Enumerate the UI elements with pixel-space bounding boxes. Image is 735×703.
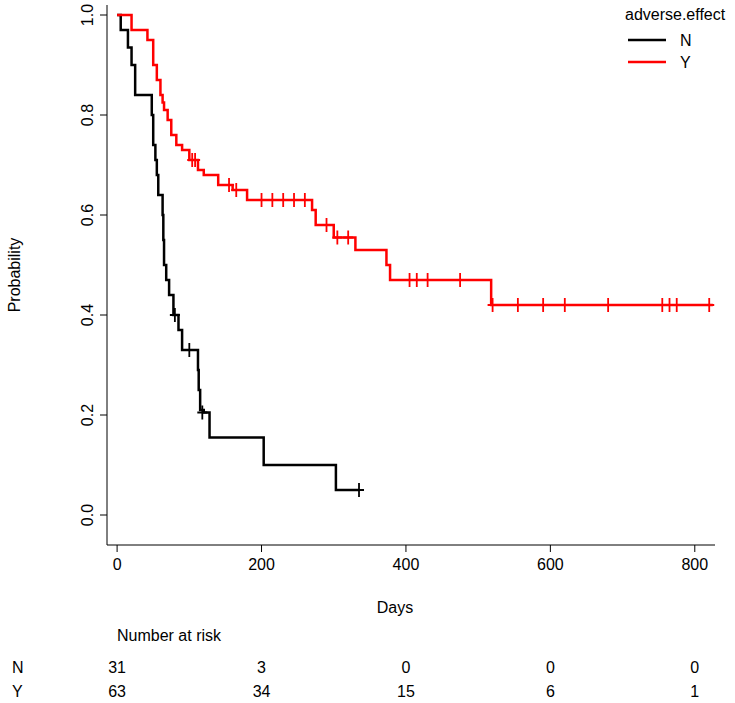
risk-table-title: Number at risk <box>117 627 222 644</box>
y-tick <box>100 415 107 416</box>
y-tick <box>100 215 107 216</box>
risk-count: 63 <box>108 683 126 700</box>
x-axis-label: Days <box>377 599 413 616</box>
censor-mark <box>322 218 332 232</box>
censor-mark <box>412 273 422 287</box>
censor-mark <box>197 406 207 420</box>
plot-area <box>117 15 714 497</box>
censor-mark <box>488 298 498 312</box>
y-axis-label: Probability <box>6 238 23 313</box>
x-axis <box>107 545 715 546</box>
y-tick <box>100 15 107 16</box>
legend-title: adverse.effect <box>625 6 726 23</box>
y-tick-label: 0.6 <box>79 204 96 226</box>
x-tick-label: 0 <box>113 556 122 573</box>
y-tick-label: 0.8 <box>79 104 96 126</box>
x-tick-label: 600 <box>537 556 564 573</box>
censor-mark <box>332 231 342 245</box>
risk-count: 6 <box>546 683 555 700</box>
background <box>0 0 735 703</box>
survival-curve <box>117 15 359 490</box>
risk-count: 0 <box>690 659 699 676</box>
risk-count: 34 <box>253 683 271 700</box>
censor-mark <box>455 273 465 287</box>
legend-label: N <box>680 32 692 49</box>
y-tick <box>100 315 107 316</box>
risk-row-label: Y <box>12 683 23 700</box>
legend-swatch <box>628 39 666 42</box>
risk-count: 3 <box>257 659 266 676</box>
y-tick-label: 0.2 <box>79 404 96 426</box>
censor-mark <box>190 153 200 167</box>
chart: 02004006008000.00.20.40.60.81.0DaysProba… <box>0 0 735 703</box>
x-tick <box>550 545 551 552</box>
y-tick-label: 0.4 <box>79 304 96 326</box>
y-axis <box>107 5 108 545</box>
survival-curve <box>117 15 713 305</box>
censor-mark <box>300 193 310 207</box>
censor-mark <box>354 483 364 497</box>
risk-count: 0 <box>401 659 410 676</box>
risk-count: 1 <box>690 683 699 700</box>
censor-mark <box>184 343 194 357</box>
x-tick <box>261 545 262 552</box>
censor-mark <box>343 231 353 245</box>
risk-count: 0 <box>546 659 555 676</box>
risk-count: 15 <box>397 683 415 700</box>
censor-mark <box>289 193 299 207</box>
censor-mark <box>672 298 682 312</box>
x-tick <box>405 545 406 552</box>
y-tick <box>100 515 107 516</box>
censor-mark <box>170 308 180 322</box>
censor-mark <box>231 183 241 197</box>
censor-mark <box>603 298 613 312</box>
censor-mark <box>423 273 433 287</box>
legend-swatch <box>628 61 666 64</box>
x-tick <box>117 545 118 552</box>
censor-mark <box>560 298 570 312</box>
x-tick-label: 200 <box>248 556 275 573</box>
y-tick-label: 0.0 <box>79 504 96 526</box>
censor-mark <box>538 298 548 312</box>
x-tick-label: 800 <box>681 556 708 573</box>
x-tick-label: 400 <box>393 556 420 573</box>
risk-row-label: N <box>12 659 24 676</box>
legend-label: Y <box>680 54 691 71</box>
risk-count: 31 <box>108 659 126 676</box>
censor-mark <box>704 298 714 312</box>
censor-mark <box>257 193 267 207</box>
x-tick <box>694 545 695 552</box>
censor-mark <box>513 298 523 312</box>
censor-mark <box>267 193 277 207</box>
censor-mark <box>278 193 288 207</box>
y-tick-label: 1.0 <box>79 4 96 26</box>
y-tick <box>100 115 107 116</box>
